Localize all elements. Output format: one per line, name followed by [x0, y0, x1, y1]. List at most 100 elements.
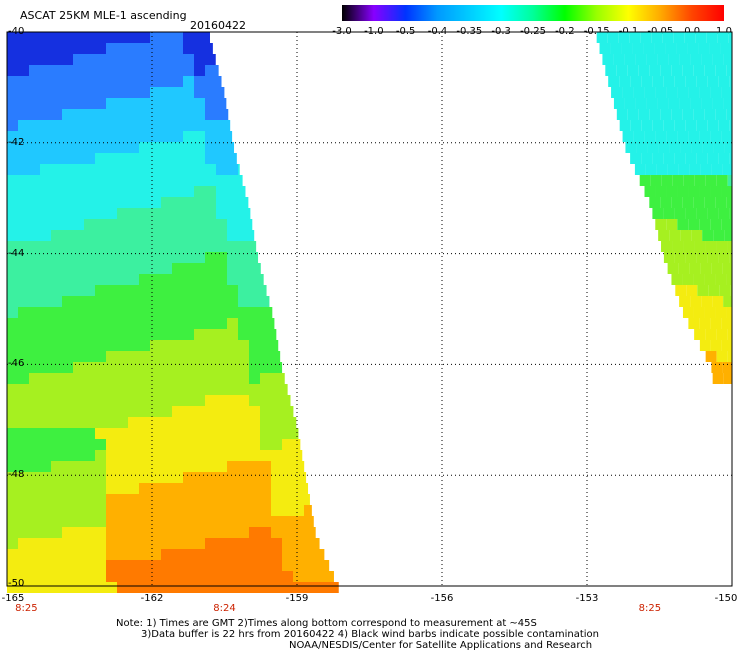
swath-cell [183, 76, 194, 87]
swath-cell [139, 197, 150, 208]
swath-cell [29, 318, 40, 329]
swath-cell [51, 560, 62, 571]
swath-cell [95, 483, 106, 494]
swath-cell [194, 274, 205, 285]
swath-cell [700, 131, 711, 142]
swath-cell [51, 296, 62, 307]
swath-cell [128, 208, 139, 219]
swath-cell [172, 373, 183, 384]
swath-cell [106, 461, 117, 472]
swath-cell [282, 483, 293, 494]
swath-cell [161, 120, 172, 131]
swath-cell [51, 450, 62, 461]
swath-cell [150, 516, 161, 527]
swath-cell [183, 527, 194, 538]
swath-cell [106, 219, 117, 230]
swath-cell [249, 340, 260, 351]
swath-cell [7, 208, 18, 219]
swath-cell [117, 98, 128, 109]
swath-cell [150, 450, 161, 461]
swath-cell [652, 32, 663, 43]
swath-cell [84, 505, 95, 516]
swath-cell [51, 186, 62, 197]
swath-cell [51, 131, 62, 142]
swath-cell [674, 76, 685, 87]
swath-cell [150, 318, 161, 329]
swath-cell [249, 472, 260, 483]
swath-cell [73, 329, 84, 340]
swath-cell [128, 241, 139, 252]
swath-cell [40, 186, 51, 197]
swath-cell [597, 32, 608, 43]
swath-cell [62, 263, 73, 274]
swath-cell [62, 571, 73, 582]
swath-cell [172, 318, 183, 329]
swath-cell [84, 428, 95, 439]
swath-cell [106, 582, 117, 593]
swath-cell [84, 153, 95, 164]
lat-tick-label: -40 [8, 27, 24, 37]
swath-cell [128, 274, 139, 285]
swath-cell [674, 153, 685, 164]
swath-cell [172, 54, 183, 65]
swath-cell [161, 76, 172, 87]
swath-cell [666, 219, 677, 230]
swath-cell [701, 296, 712, 307]
swath-cell [84, 186, 95, 197]
swath-cell [172, 120, 183, 131]
swath-cell [216, 318, 227, 329]
swath-cell [172, 43, 183, 54]
swath-cell [172, 296, 183, 307]
swath-cell [150, 428, 161, 439]
swath-cell [249, 318, 260, 329]
swath-cell [183, 538, 194, 549]
swath-cell [7, 164, 18, 175]
swath-cell [139, 472, 150, 483]
swath-cell [128, 263, 139, 274]
swath-cell [194, 175, 205, 186]
swath-cell [260, 274, 264, 285]
swath-cell [51, 263, 62, 274]
swath-cell [29, 450, 40, 461]
swath-cell [161, 252, 172, 263]
swath-cell [161, 153, 172, 164]
swath-cell [84, 87, 95, 98]
swath-cell [29, 472, 40, 483]
swath-cell [117, 32, 128, 43]
swath-cell [40, 263, 51, 274]
swath-cell [183, 32, 194, 43]
swath-cell [690, 54, 701, 65]
swath-cell [117, 483, 128, 494]
swath-cell [641, 76, 652, 87]
swath-cell [95, 329, 106, 340]
swath-cell [139, 560, 150, 571]
swath-cell [51, 219, 62, 230]
swath-cell [227, 428, 238, 439]
swath-cell [95, 417, 106, 428]
swath-cell [205, 318, 216, 329]
swath-cell [40, 362, 51, 373]
swath-cell [271, 483, 282, 494]
swath-cell [656, 186, 667, 197]
swath-cell [62, 65, 73, 76]
swath-cell [728, 175, 732, 186]
swath-cell [282, 571, 293, 582]
swath-cell [685, 153, 696, 164]
swath-cell [304, 560, 315, 571]
swath-cell [675, 285, 686, 296]
swath-cell [139, 87, 150, 98]
swath-cell [249, 516, 260, 527]
swath-cell [29, 406, 40, 417]
swath-cell [18, 483, 29, 494]
swath-cell [238, 164, 240, 175]
swath-cell [117, 263, 128, 274]
swath-cell [660, 65, 671, 76]
swath-cell [18, 175, 29, 186]
swath-cell [680, 142, 691, 153]
swath-cell [655, 87, 666, 98]
swath-cell [117, 527, 128, 538]
swath-cell [73, 219, 84, 230]
swath-cell [95, 538, 106, 549]
swath-cell [652, 153, 663, 164]
swath-cell [128, 472, 139, 483]
